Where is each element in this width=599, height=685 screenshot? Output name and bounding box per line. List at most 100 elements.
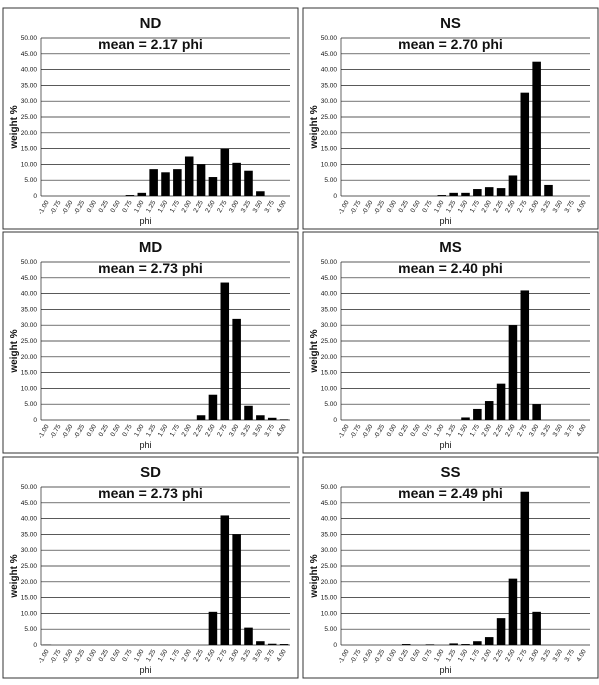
x-tick-label: 1.00 — [433, 199, 446, 214]
x-tick-label: 2.75 — [216, 648, 229, 663]
x-tick-label: 3.50 — [552, 648, 565, 663]
annotation: mean = 2.17 phi — [98, 36, 203, 52]
y-tick-label: 35.00 — [321, 531, 338, 538]
x-tick-label: 0.25 — [398, 423, 411, 438]
bar — [244, 405, 253, 420]
x-tick-label: 2.00 — [481, 199, 494, 214]
x-tick-label: 2.75 — [516, 199, 529, 214]
x-tick-label: 3.00 — [228, 199, 241, 214]
y-tick-label: 30.00 — [21, 322, 38, 329]
y-axis-label: weight % — [9, 554, 20, 598]
x-tick-label: -0.25 — [373, 199, 387, 216]
x-tick-label: 2.50 — [204, 423, 217, 438]
x-tick-label: 1.50 — [457, 648, 470, 663]
bar — [437, 195, 447, 196]
y-tick-label: 40.00 — [21, 516, 38, 523]
bar — [461, 644, 470, 645]
y-tick-label: 5.00 — [324, 626, 337, 633]
annotation: mean = 2.73 phi — [98, 485, 203, 501]
x-tick-label: 3.00 — [228, 648, 241, 663]
bar — [196, 415, 206, 420]
y-tick-label: 20.00 — [321, 130, 338, 137]
bar — [256, 415, 265, 420]
x-tick-label: 3.50 — [252, 648, 265, 663]
x-tick-label: 3.00 — [528, 423, 541, 438]
y-tick-label: 10.00 — [321, 385, 338, 392]
x-tick-label: 0.75 — [421, 199, 434, 214]
x-tick-label: 0.25 — [398, 199, 411, 214]
bar — [137, 192, 147, 196]
x-tick-label: -0.50 — [361, 648, 375, 665]
bar — [220, 282, 230, 420]
y-tick-label: 20.00 — [321, 354, 338, 361]
bar — [484, 187, 494, 196]
bar — [208, 394, 218, 420]
y-tick-label: 5.00 — [24, 626, 37, 633]
panel-border — [2, 231, 299, 454]
x-tick-label: 0.50 — [109, 648, 122, 663]
x-tick-label: 1.25 — [145, 648, 158, 663]
x-axis-label: phi — [439, 440, 451, 450]
y-tick-label: 45.00 — [21, 275, 38, 282]
x-tick-label: 0.25 — [98, 423, 111, 438]
x-tick-label: -0.75 — [49, 648, 63, 665]
x-tick-label: -0.50 — [361, 199, 375, 216]
y-tick-label: 0 — [33, 642, 37, 649]
bar — [520, 92, 530, 196]
x-tick-label: 3.50 — [252, 199, 265, 214]
bar — [232, 162, 241, 196]
y-tick-label: 40.00 — [321, 516, 338, 523]
x-tick-label: 2.25 — [192, 648, 205, 663]
y-tick-label: 0 — [333, 417, 337, 424]
chart-title: MD — [139, 239, 162, 256]
bar — [461, 192, 470, 196]
y-tick-label: 0 — [33, 417, 37, 424]
y-tick-label: 30.00 — [321, 322, 338, 329]
bar — [461, 417, 470, 420]
bar — [508, 175, 518, 196]
x-tick-label: 0.00 — [86, 199, 99, 214]
bar — [473, 641, 482, 645]
chart-title: NS — [440, 15, 461, 32]
bar — [496, 383, 506, 420]
x-tick-label: 0.50 — [409, 423, 422, 438]
x-tick-label: 3.75 — [264, 648, 277, 663]
x-tick-label: 3.00 — [528, 199, 541, 214]
x-tick-label: 1.25 — [445, 648, 458, 663]
x-tick-label: 0.00 — [86, 423, 99, 438]
x-tick-label: 2.50 — [504, 648, 517, 663]
y-tick-label: 0 — [33, 193, 37, 200]
x-tick-label: 1.75 — [169, 423, 182, 438]
x-tick-label: 0.25 — [98, 648, 111, 663]
y-tick-label: 20.00 — [321, 579, 338, 586]
x-tick-label: 1.25 — [145, 423, 158, 438]
bar — [544, 184, 553, 196]
panel-border — [302, 7, 599, 230]
x-tick-label: 0.75 — [121, 648, 134, 663]
chart-title: SS — [440, 464, 460, 481]
x-tick-label: 2.00 — [481, 648, 494, 663]
y-tick-label: 25.00 — [21, 338, 38, 345]
x-tick-label: 3.50 — [252, 423, 265, 438]
y-tick-label: 25.00 — [21, 563, 38, 570]
bar — [508, 325, 518, 420]
y-tick-label: 20.00 — [21, 354, 38, 361]
x-tick-label: 2.00 — [181, 648, 194, 663]
bar — [532, 61, 541, 197]
x-tick-label: 3.25 — [240, 423, 253, 438]
bar — [279, 644, 289, 645]
bar — [449, 643, 458, 645]
x-tick-label: 1.75 — [169, 199, 182, 214]
x-tick-label: 1.50 — [157, 648, 170, 663]
x-tick-label: -0.50 — [61, 199, 75, 216]
y-tick-label: 50.00 — [321, 35, 338, 42]
bar — [508, 578, 518, 645]
bar — [149, 169, 158, 196]
x-tick-label: 0.50 — [109, 423, 122, 438]
x-tick-label: 0.00 — [386, 648, 399, 663]
y-tick-label: 50.00 — [321, 484, 338, 491]
y-tick-label: 5.00 — [324, 177, 337, 184]
x-tick-label: 3.75 — [564, 648, 577, 663]
x-tick-label: 2.75 — [516, 648, 529, 663]
